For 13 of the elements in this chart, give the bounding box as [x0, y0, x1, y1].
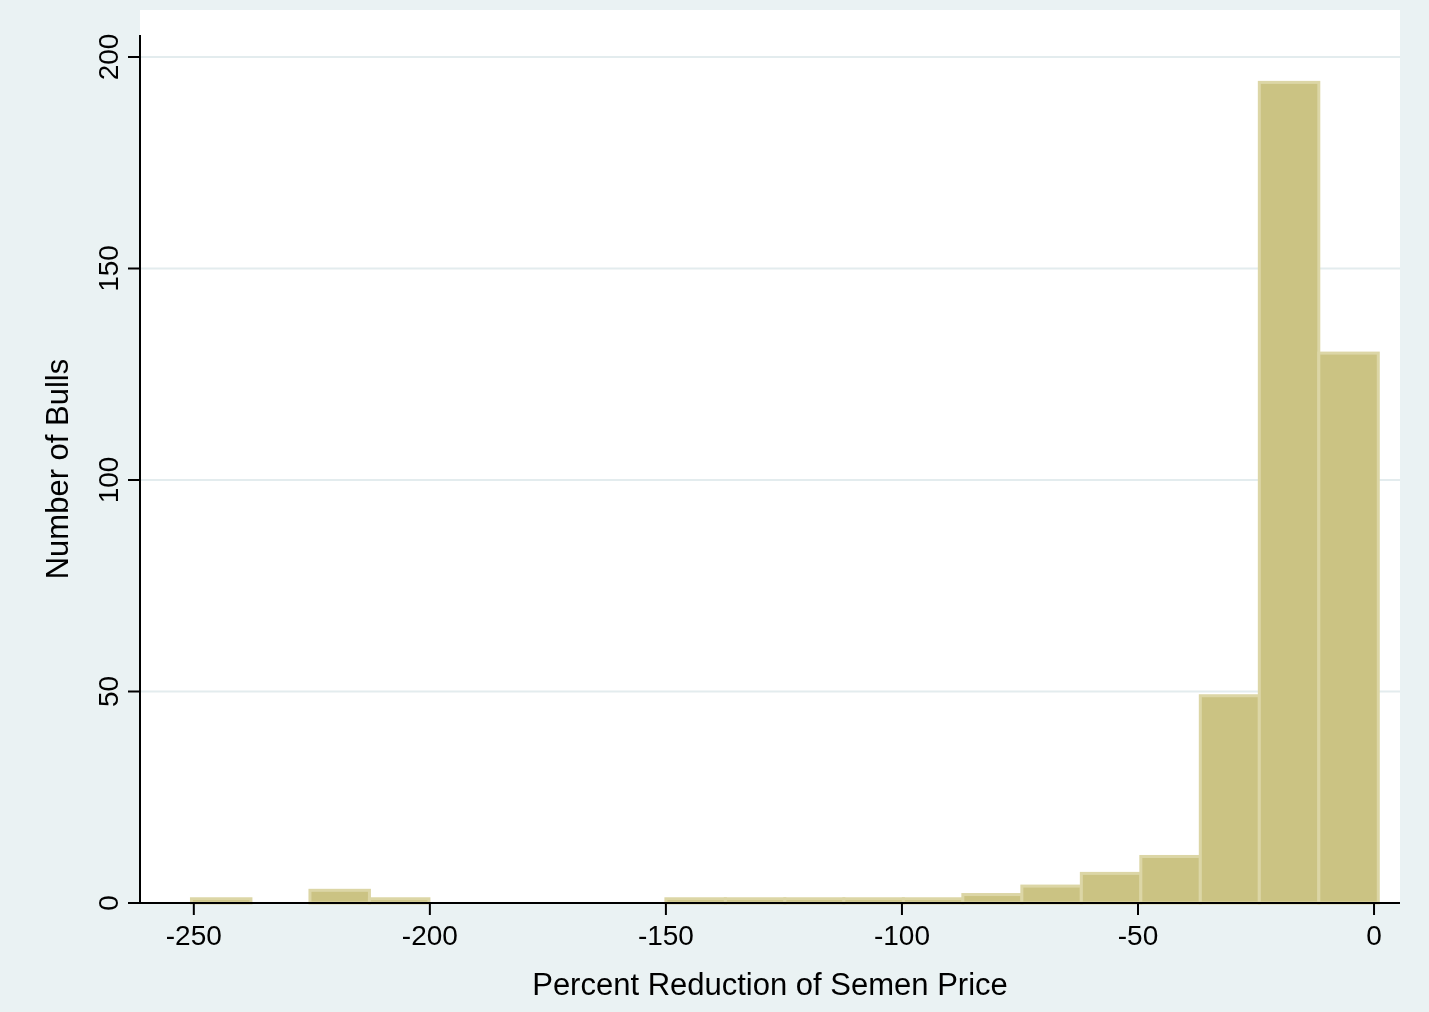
x-tick-label: -250 [165, 920, 222, 951]
x-axis-title: Percent Reduction of Semen Price [532, 967, 1008, 1002]
x-tick-label: -150 [637, 920, 694, 951]
x-tick-label: -200 [401, 920, 458, 951]
y-tick-label: 150 [93, 245, 124, 292]
x-tick-label: -100 [873, 920, 930, 951]
y-tick-label: 100 [93, 456, 124, 504]
y-tick-label: 50 [93, 675, 124, 708]
x-tick-label: -50 [1117, 920, 1159, 951]
y-axis-title: Number of Bulls [40, 358, 75, 580]
x-tick-label: 0 [1366, 920, 1382, 951]
y-tick-label: 0 [93, 895, 124, 911]
y-tick-label: 200 [93, 33, 124, 81]
